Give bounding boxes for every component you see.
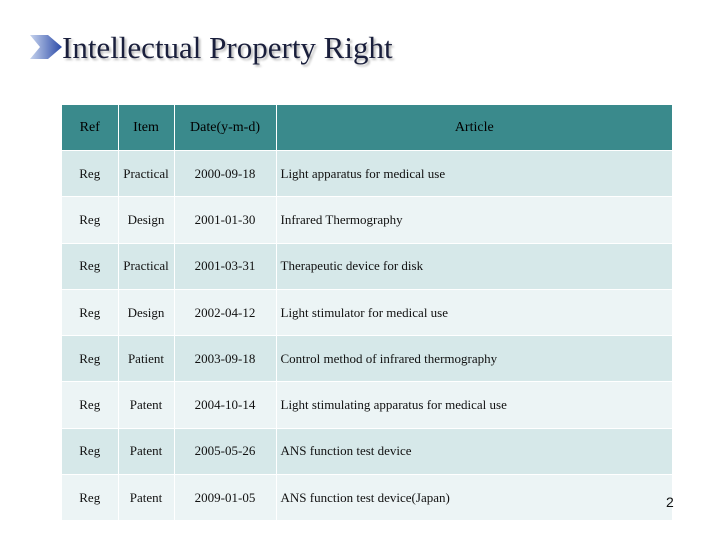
cell-article: Light stimulating apparatus for medical …: [276, 381, 672, 429]
cell-item: Design: [118, 196, 175, 244]
cell-date: 2004-10-14: [174, 381, 277, 429]
ip-table: Ref Item Date(y-m-d) Article Reg Practica…: [62, 105, 672, 521]
table-row: Reg Practical 2001-03-31 Therapeutic device…: [62, 242, 672, 290]
cell-item: Design: [118, 288, 175, 336]
cell-ref: Reg: [62, 196, 119, 244]
table-header-row: Ref Item Date(y-m-d) Article: [62, 105, 672, 151]
cell-ref: Reg: [62, 288, 119, 336]
table-row: Reg Patent 2009-01-05 ANS function test dev…: [62, 474, 672, 521]
cell-item: Practical: [118, 149, 175, 197]
cell-ref: Reg: [62, 242, 119, 290]
header-ref: Ref: [62, 105, 119, 151]
cell-article: Light stimulator for medical use: [276, 288, 672, 336]
table-row: Reg Patent 2005-05-26 ANS function test dev…: [62, 427, 672, 475]
table-row: Reg Design 2002-04-12 Light stimulator for …: [62, 288, 672, 336]
cell-article: Infrared Thermography: [276, 196, 672, 244]
title-arrow-icon: [30, 35, 62, 59]
header-article: Article: [276, 105, 672, 151]
cell-item: Patent: [118, 381, 175, 429]
cell-ref: Reg: [62, 335, 119, 382]
header-date: Date(y-m-d): [174, 105, 277, 151]
cell-article: ANS function test device: [276, 427, 672, 475]
page-number: 2: [666, 494, 674, 510]
table-row: Reg Patient 2003-09-18 Control method of in…: [62, 335, 672, 382]
cell-ref: Reg: [62, 427, 119, 475]
cell-item: Patent: [118, 474, 175, 521]
cell-ref: Reg: [62, 381, 119, 429]
cell-date: 2002-04-12: [174, 288, 277, 336]
table-row: Reg Patent 2004-10-14 Light stimulating app…: [62, 381, 672, 429]
cell-ref: Reg: [62, 149, 119, 197]
cell-article: Light apparatus for medical use: [276, 149, 672, 197]
cell-ref: Reg: [62, 474, 119, 521]
cell-date: 2001-01-30: [174, 196, 277, 244]
cell-date: 2009-01-05: [174, 474, 277, 521]
slide-title-block: Intellectual Property Right: [28, 28, 488, 68]
cell-date: 2001-03-31: [174, 242, 277, 290]
table-row: Reg Practical 2000-09-18 Light apparatus fo…: [62, 149, 672, 197]
cell-article: Therapeutic device for disk: [276, 242, 672, 290]
cell-date: 2000-09-18: [174, 149, 277, 197]
cell-date: 2003-09-18: [174, 335, 277, 382]
table-row: Reg Design 2001-01-30 Infrared Thermography: [62, 196, 672, 244]
cell-date: 2005-05-26: [174, 427, 277, 475]
cell-article: Control method of infrared thermography: [276, 335, 672, 382]
page-title: Intellectual Property Right: [62, 30, 393, 65]
cell-article: ANS function test device(Japan): [276, 474, 672, 521]
cell-item: Patent: [118, 427, 175, 475]
cell-item: Patient: [118, 335, 175, 382]
header-item: Item: [118, 105, 175, 151]
cell-item: Practical: [118, 242, 175, 290]
